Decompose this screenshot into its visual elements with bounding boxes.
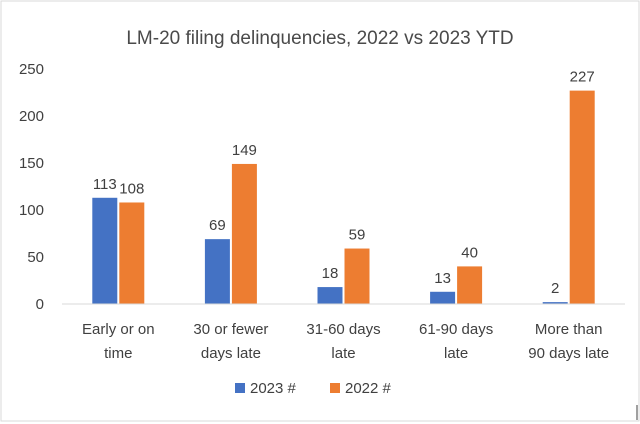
bars bbox=[92, 90, 595, 305]
legend-label: 2022 # bbox=[345, 380, 392, 397]
bar-series-1 bbox=[430, 291, 456, 304]
y-tick-label: 100 bbox=[19, 202, 44, 219]
legend-label: 2023 # bbox=[250, 380, 297, 397]
data-label: 108 bbox=[119, 180, 144, 197]
bar-series-1 bbox=[542, 302, 568, 304]
bar-series-1 bbox=[204, 239, 230, 304]
y-tick-label: 200 bbox=[19, 108, 44, 125]
y-tick-label: 50 bbox=[27, 249, 44, 266]
y-tick-label: 250 bbox=[19, 61, 44, 78]
x-category-label: late bbox=[331, 345, 355, 362]
bar-series-2 bbox=[457, 266, 483, 304]
y-tick-label: 0 bbox=[36, 296, 44, 313]
x-category-label: 90 days late bbox=[528, 345, 609, 362]
data-label: 13 bbox=[434, 270, 451, 287]
x-category-label: time bbox=[104, 345, 132, 362]
bar-series-2 bbox=[569, 90, 595, 305]
x-category-label: More than bbox=[535, 321, 603, 338]
x-category-label: late bbox=[444, 345, 468, 362]
legend: 2023 # 2022 # bbox=[235, 380, 392, 397]
x-category-label: 31-60 days bbox=[306, 321, 380, 338]
chart-title: LM-20 filing delinquencies, 2022 vs 2023… bbox=[126, 28, 513, 49]
data-label: 149 bbox=[232, 142, 257, 159]
data-labels: 113 108 69 149 18 59 13 40 2 227 bbox=[93, 69, 595, 297]
x-category-label: Early or on bbox=[82, 321, 155, 338]
x-axis: Early or on time 30 or fewer days late 31-60… bbox=[82, 321, 609, 362]
bar-series-2 bbox=[344, 248, 370, 304]
data-label: 40 bbox=[461, 244, 478, 261]
bar-series-2 bbox=[231, 163, 257, 304]
x-category-label: days late bbox=[201, 345, 261, 362]
data-label: 69 bbox=[209, 217, 226, 234]
legend-swatch bbox=[235, 383, 245, 393]
data-label: 227 bbox=[570, 69, 595, 86]
bar-series-1 bbox=[317, 287, 343, 304]
bar-series-1 bbox=[92, 197, 118, 304]
bar-series-2 bbox=[119, 202, 145, 304]
data-label: 18 bbox=[322, 265, 339, 282]
x-category-label: 30 or fewer bbox=[193, 321, 268, 338]
data-label: 59 bbox=[349, 227, 366, 244]
data-label: 2 bbox=[551, 280, 559, 297]
x-category-label: 61-90 days bbox=[419, 321, 493, 338]
y-tick-label: 150 bbox=[19, 155, 44, 172]
y-axis: 0 50 100 150 200 250 bbox=[19, 61, 44, 313]
data-label: 113 bbox=[93, 176, 117, 193]
legend-swatch bbox=[330, 383, 340, 393]
